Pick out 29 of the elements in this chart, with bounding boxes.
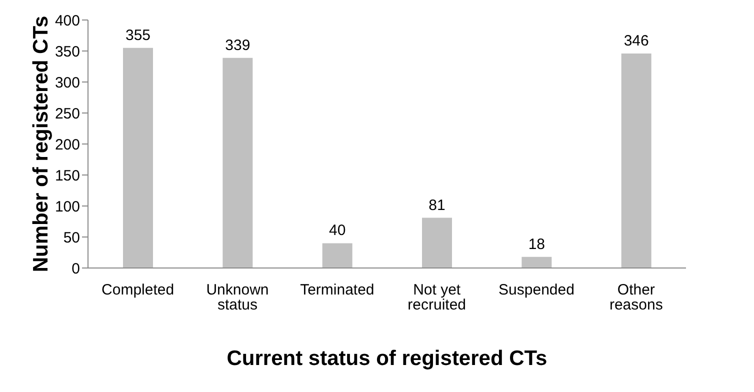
x-tick-label: Not yet recruited (408, 282, 466, 314)
bar (322, 243, 352, 268)
bar (522, 256, 552, 268)
x-axis-title: Current status of registered CTs (226, 346, 548, 370)
data-label: 40 (328, 222, 346, 240)
data-label: 355 (125, 26, 151, 44)
y-tick-label: 150 (54, 167, 80, 184)
data-label: 339 (225, 36, 250, 54)
y-tick-label: 0 (72, 260, 80, 278)
data-label: 18 (528, 236, 546, 253)
x-tick-label: Other reasons (609, 282, 663, 314)
y-tick-label: 100 (54, 198, 80, 216)
bar (422, 218, 452, 268)
x-tick-label: Suspended (498, 282, 574, 299)
x-tick-label: Unknown status (206, 282, 269, 314)
x-tick-label: Completed (102, 282, 174, 299)
y-tick-label: 250 (54, 105, 80, 122)
bar (222, 58, 253, 268)
y-tick-label: 200 (54, 136, 80, 154)
y-tick-label: 50 (63, 229, 80, 246)
y-tick-label: 300 (54, 74, 80, 92)
data-label: 81 (428, 196, 446, 214)
y-tick-label: 350 (54, 43, 80, 60)
y-axis-title: Number of registered CTs (29, 16, 52, 272)
bar (621, 53, 652, 268)
y-tick-label: 400 (54, 12, 80, 30)
x-tick-label: Terminated (300, 282, 374, 299)
bar (123, 48, 153, 268)
data-label: 346 (624, 32, 649, 50)
